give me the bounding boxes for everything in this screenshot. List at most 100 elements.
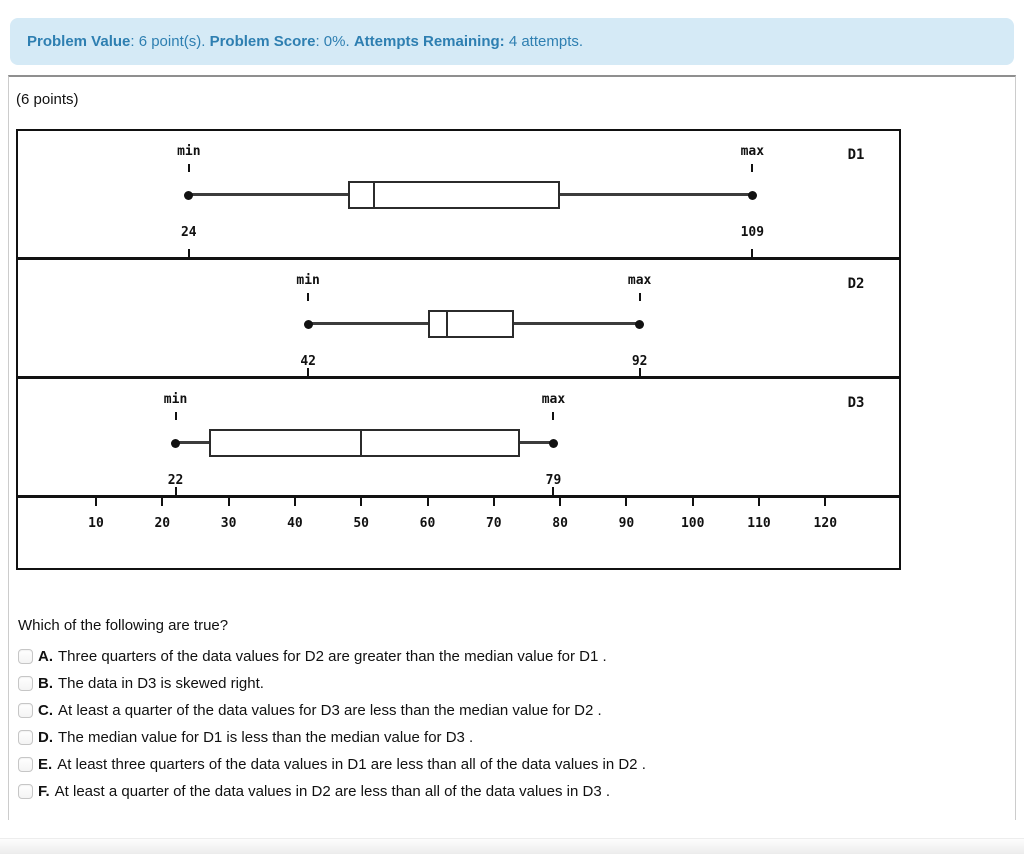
axis-tick <box>95 498 97 506</box>
axis-tick <box>161 498 164 506</box>
boxplot-panel-d1: min max 24 109 D1 <box>18 131 899 257</box>
max-value-label-tick <box>751 249 754 257</box>
axis-tick-label: 60 <box>419 516 436 531</box>
axis-tick-label: 100 <box>680 516 705 531</box>
max-label-dash <box>638 293 641 301</box>
min-label-dash <box>307 293 310 301</box>
option-text: Three quarters of the data values for D2… <box>58 648 607 665</box>
checkbox-f[interactable] <box>18 784 33 799</box>
max-dot <box>635 319 645 329</box>
problem-panel: (6 points) min max 24 109 D1 min max 42 92 D2 min m… <box>8 75 1016 820</box>
checkbox-d[interactable] <box>18 730 33 745</box>
min-value-label: 22 <box>167 473 184 488</box>
options-list: A. Three quarters of the data values for … <box>18 643 1015 805</box>
option-row-c[interactable]: C. At least a quarter of the data values … <box>18 697 1015 724</box>
option-text: At least three quarters of the data valu… <box>57 756 646 773</box>
axis-tick <box>426 498 429 506</box>
boxplot-panel-d2: min max 42 92 D2 <box>18 257 899 376</box>
iqr-box <box>208 429 521 457</box>
max-label: max <box>541 392 566 407</box>
min-label-dash <box>174 412 177 420</box>
checkbox-c[interactable] <box>18 703 33 718</box>
max-label: max <box>740 144 765 159</box>
points-label: (6 points) <box>16 91 79 108</box>
boxplot-figure: min max 24 109 D1 min max 42 92 D2 min max 22 79 D3 10 2… <box>16 129 901 570</box>
min-dot <box>171 438 181 448</box>
page-footer <box>0 838 1024 854</box>
banner-segment: : 0%. <box>315 33 354 50</box>
checkbox-b[interactable] <box>18 676 33 691</box>
axis-tick-label: 90 <box>618 516 635 531</box>
max-label: max <box>627 273 652 288</box>
max-value-label: 109 <box>740 225 765 240</box>
banner-segment: Problem Score <box>209 33 316 50</box>
min-value-label: 24 <box>180 225 197 240</box>
checkbox-e[interactable] <box>18 757 33 772</box>
axis-tick-label: 70 <box>485 516 502 531</box>
option-row-b[interactable]: B. The data in D3 is skewed right. <box>18 670 1015 697</box>
option-row-e[interactable]: E. At least three quarters of the data va… <box>18 751 1015 778</box>
option-row-a[interactable]: A. Three quarters of the data values for … <box>18 643 1015 670</box>
option-letter: D. <box>38 729 53 746</box>
max-label-dash <box>552 412 555 420</box>
option-text: The median value for D1 is less than the… <box>58 729 474 746</box>
option-text: At least a quarter of the data values fo… <box>58 702 602 719</box>
axis-tick <box>293 498 296 506</box>
option-row-d[interactable]: D. The median value for D1 is less than t… <box>18 724 1015 751</box>
min-dot <box>303 319 313 329</box>
option-letter: C. <box>38 702 53 719</box>
min-label-dash <box>187 164 190 172</box>
min-label: min <box>177 144 201 159</box>
min-value-label-tick <box>307 368 310 376</box>
min-label: min <box>163 392 188 407</box>
problem-info-banner: Problem Value: 6 point(s). Problem Score… <box>10 18 1014 65</box>
banner-segment: Problem Value <box>27 33 131 50</box>
min-label: min <box>296 273 320 288</box>
axis-tick-label: 40 <box>287 516 303 531</box>
banner-segment: : 6 point(s). <box>130 33 210 50</box>
axis-tick <box>758 498 760 506</box>
max-dot <box>747 190 757 200</box>
option-row-f[interactable]: F. At least a quarter of the data values … <box>18 778 1015 805</box>
axis-tick-label: 80 <box>552 516 568 531</box>
median-line <box>360 429 363 457</box>
banner-segment: Attempts Remaining: <box>353 33 505 50</box>
axis-tick-label: 110 <box>747 516 771 531</box>
question-block: Which of the following are true? A. Three… <box>18 617 1015 805</box>
axis-tick-label: 120 <box>813 516 838 531</box>
series-label-d1: D1 <box>847 147 865 163</box>
axis-tick <box>824 498 827 506</box>
max-label-dash <box>751 164 754 172</box>
banner-segment: 4 attempts. <box>504 33 584 50</box>
option-letter: A. <box>38 648 53 665</box>
option-text: The data in D3 is skewed right. <box>58 675 264 692</box>
axis-tick <box>360 498 363 506</box>
axis-strip: 10 20 30 40 50 60 70 80 90 100 110 120 <box>18 495 899 559</box>
min-value-label: 42 <box>300 354 316 369</box>
median-line <box>446 310 449 338</box>
axis-tick <box>559 498 562 506</box>
axis-tick <box>227 498 230 506</box>
series-label-d3: D3 <box>847 395 865 411</box>
max-value-label: 79 <box>545 473 562 488</box>
iqr-box <box>347 181 561 209</box>
option-letter: F. <box>38 783 50 800</box>
option-text: At least a quarter of the data values in… <box>54 783 611 800</box>
min-value-label-tick <box>187 249 190 257</box>
min-value-label-tick <box>174 487 177 495</box>
question-prompt: Which of the following are true? <box>18 617 229 634</box>
axis-tick-label: 30 <box>220 516 237 531</box>
iqr-box <box>427 310 514 338</box>
checkbox-a[interactable] <box>18 649 33 664</box>
axis-tick <box>691 498 694 506</box>
max-value-label: 92 <box>631 354 648 369</box>
series-label-d2: D2 <box>847 276 865 292</box>
max-value-label-tick <box>552 487 555 495</box>
option-letter: B. <box>38 675 53 692</box>
axis-tick <box>625 498 628 506</box>
boxplot-panel-d3: min max 22 79 D3 <box>18 376 899 495</box>
median-line <box>373 181 376 209</box>
option-letter: E. <box>38 756 53 773</box>
axis-tick-label: 10 <box>88 516 104 531</box>
axis-tick-label: 20 <box>154 516 171 531</box>
